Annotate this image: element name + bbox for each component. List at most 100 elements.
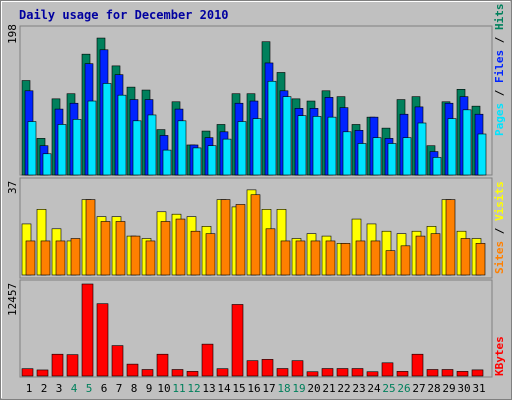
- hits-files-pages-pages-bar-day-22: [342, 131, 352, 176]
- x-tick-label-day-29: 29: [442, 382, 455, 395]
- x-tick-label-day-5: 5: [86, 382, 93, 395]
- hits-files-pages-pages-bar-day-26: [402, 137, 412, 176]
- legend-bottom: KBytes: [493, 336, 506, 376]
- hits-files-pages-pages-bar-day-2: [42, 153, 52, 176]
- kbytes-kbytes-bar-day-15: [231, 304, 244, 377]
- legend-hits: Hits: [493, 4, 506, 31]
- visits-sites-sites-bar-day-3: [55, 240, 66, 276]
- x-tick-label-day-16: 16: [247, 382, 260, 395]
- hits-files-pages-pages-bar-day-23: [357, 143, 367, 176]
- visits-sites-sites-bar-day-9: [145, 240, 156, 276]
- visits-sites-sites-bar-day-16: [250, 194, 261, 276]
- kbytes-kbytes-bar-day-8: [126, 363, 139, 377]
- panel-top-max-label: 198: [6, 24, 19, 44]
- hits-files-pages-pages-bar-day-28: [432, 157, 442, 176]
- panel-bottom-max-label: 12457: [6, 283, 19, 316]
- x-axis-labels: 1 2 3 4 5 6 7 8 9 10 11 12 13 14 15 16 17 18 19 20 21 22 23 24 2…: [26, 382, 486, 395]
- x-tick-label-day-24: 24: [367, 382, 381, 395]
- kbytes-kbytes-bar-day-5: [81, 283, 94, 377]
- hits-files-pages-pages-bar-day-11: [177, 120, 187, 176]
- kbytes-kbytes-bar-day-7: [111, 345, 124, 377]
- kbytes-kbytes-bar-day-13: [201, 343, 214, 377]
- visits-sites-sites-bar-day-2: [40, 240, 51, 276]
- x-tick-label-day-2: 2: [41, 382, 48, 395]
- visits-sites-sites-bar-day-27: [415, 235, 426, 276]
- hits-files-pages-pages-bar-day-7: [117, 94, 127, 176]
- kbytes-kbytes-bar-day-25: [381, 362, 394, 377]
- x-tick-label-day-4: 4: [71, 382, 78, 395]
- visits-sites-sites-bar-day-31: [475, 243, 486, 276]
- visits-sites-sites-bar-day-24: [370, 240, 381, 276]
- hits-files-pages-pages-bar-day-19: [297, 115, 307, 176]
- kbytes-kbytes-bar-day-16: [246, 360, 259, 377]
- x-tick-label-day-28: 28: [427, 382, 440, 395]
- x-tick-label-day-13: 13: [202, 382, 215, 395]
- visits-sites-sites-bar-day-22: [340, 243, 351, 276]
- visits-sites-sites-bar-day-10: [160, 221, 171, 276]
- x-tick-label-day-20: 20: [307, 382, 320, 395]
- visits-sites-sites-bar-day-18: [280, 240, 291, 276]
- hits-files-pages-pages-bar-day-24: [372, 137, 382, 176]
- kbytes-kbytes-bar-day-28: [426, 369, 439, 377]
- x-tick-label-day-31: 31: [472, 382, 485, 395]
- visits-sites-sites-bar-day-4: [70, 238, 81, 276]
- kbytes-kbytes-bar-day-11: [171, 369, 184, 377]
- x-tick-label-day-1: 1: [26, 382, 33, 395]
- panel-mid-max-label: 37: [6, 181, 19, 194]
- hits-files-pages-pages-bar-day-21: [327, 116, 337, 176]
- kbytes-kbytes-bar-day-31: [471, 369, 484, 377]
- hits-files-pages-pages-bar-day-20: [312, 116, 322, 176]
- visits-sites-sites-bar-day-29: [445, 199, 456, 276]
- x-tick-label-day-30: 30: [457, 382, 470, 395]
- visits-sites-sites-bar-day-20: [310, 240, 321, 276]
- visits-sites-sites-bar-day-26: [400, 245, 411, 276]
- kbytes-kbytes-bar-day-26: [396, 371, 409, 377]
- kbytes-kbytes-bar-day-10: [156, 353, 169, 377]
- kbytes-kbytes-bar-day-29: [441, 369, 454, 377]
- bars-layer: [21, 37, 487, 377]
- kbytes-kbytes-bar-day-12: [186, 371, 199, 377]
- x-tick-label-day-10: 10: [157, 382, 170, 395]
- kbytes-kbytes-bar-day-21: [321, 368, 334, 377]
- visits-sites-sites-bar-day-13: [205, 233, 216, 276]
- visits-sites-sites-bar-day-21: [325, 240, 336, 276]
- x-tick-label-day-21: 21: [322, 382, 335, 395]
- kbytes-kbytes-bar-day-22: [336, 368, 349, 377]
- legend-mid: Sites / Visits: [493, 181, 506, 274]
- x-tick-label-day-14: 14: [217, 382, 231, 395]
- kbytes-kbytes-bar-day-17: [261, 359, 274, 377]
- legend-sep-1: /: [493, 83, 506, 103]
- legend-kbytes: KBytes: [493, 336, 506, 376]
- kbytes-kbytes-bar-day-20: [306, 371, 319, 377]
- legend-sep-2: /: [493, 30, 506, 50]
- legend-sites: Sites: [493, 241, 506, 274]
- x-tick-label-day-12: 12: [187, 382, 200, 395]
- legend-sep-3: /: [493, 221, 506, 241]
- x-tick-label-day-19: 19: [292, 382, 305, 395]
- x-tick-label-day-22: 22: [337, 382, 350, 395]
- visits-sites-sites-bar-day-8: [130, 235, 141, 276]
- hits-files-pages-pages-bar-day-27: [417, 122, 427, 176]
- kbytes-kbytes-bar-day-19: [291, 360, 304, 377]
- hits-files-pages-pages-bar-day-6: [102, 83, 112, 176]
- visits-sites-sites-bar-day-15: [235, 204, 246, 276]
- visits-sites-sites-bar-day-25: [385, 250, 396, 276]
- kbytes-kbytes-bar-day-23: [351, 368, 364, 377]
- x-tick-label-day-9: 9: [146, 382, 153, 395]
- hits-files-pages-pages-bar-day-8: [132, 120, 142, 176]
- hits-files-pages-pages-bar-day-5: [87, 100, 97, 176]
- visits-sites-sites-bar-day-23: [355, 240, 366, 276]
- visits-sites-sites-bar-day-7: [115, 221, 126, 276]
- hits-files-pages-pages-bar-day-10: [162, 149, 172, 176]
- x-tick-label-day-11: 11: [172, 382, 185, 395]
- kbytes-kbytes-bar-day-1: [21, 368, 34, 377]
- visits-sites-sites-bar-day-14: [220, 199, 231, 276]
- hits-files-pages-pages-bar-day-14: [222, 138, 232, 176]
- hits-files-pages-pages-bar-day-1: [27, 121, 37, 176]
- hits-files-pages-pages-bar-day-30: [462, 109, 472, 176]
- x-tick-label-day-26: 26: [397, 382, 410, 395]
- kbytes-kbytes-bar-day-6: [96, 303, 109, 377]
- visits-sites-sites-bar-day-28: [430, 233, 441, 276]
